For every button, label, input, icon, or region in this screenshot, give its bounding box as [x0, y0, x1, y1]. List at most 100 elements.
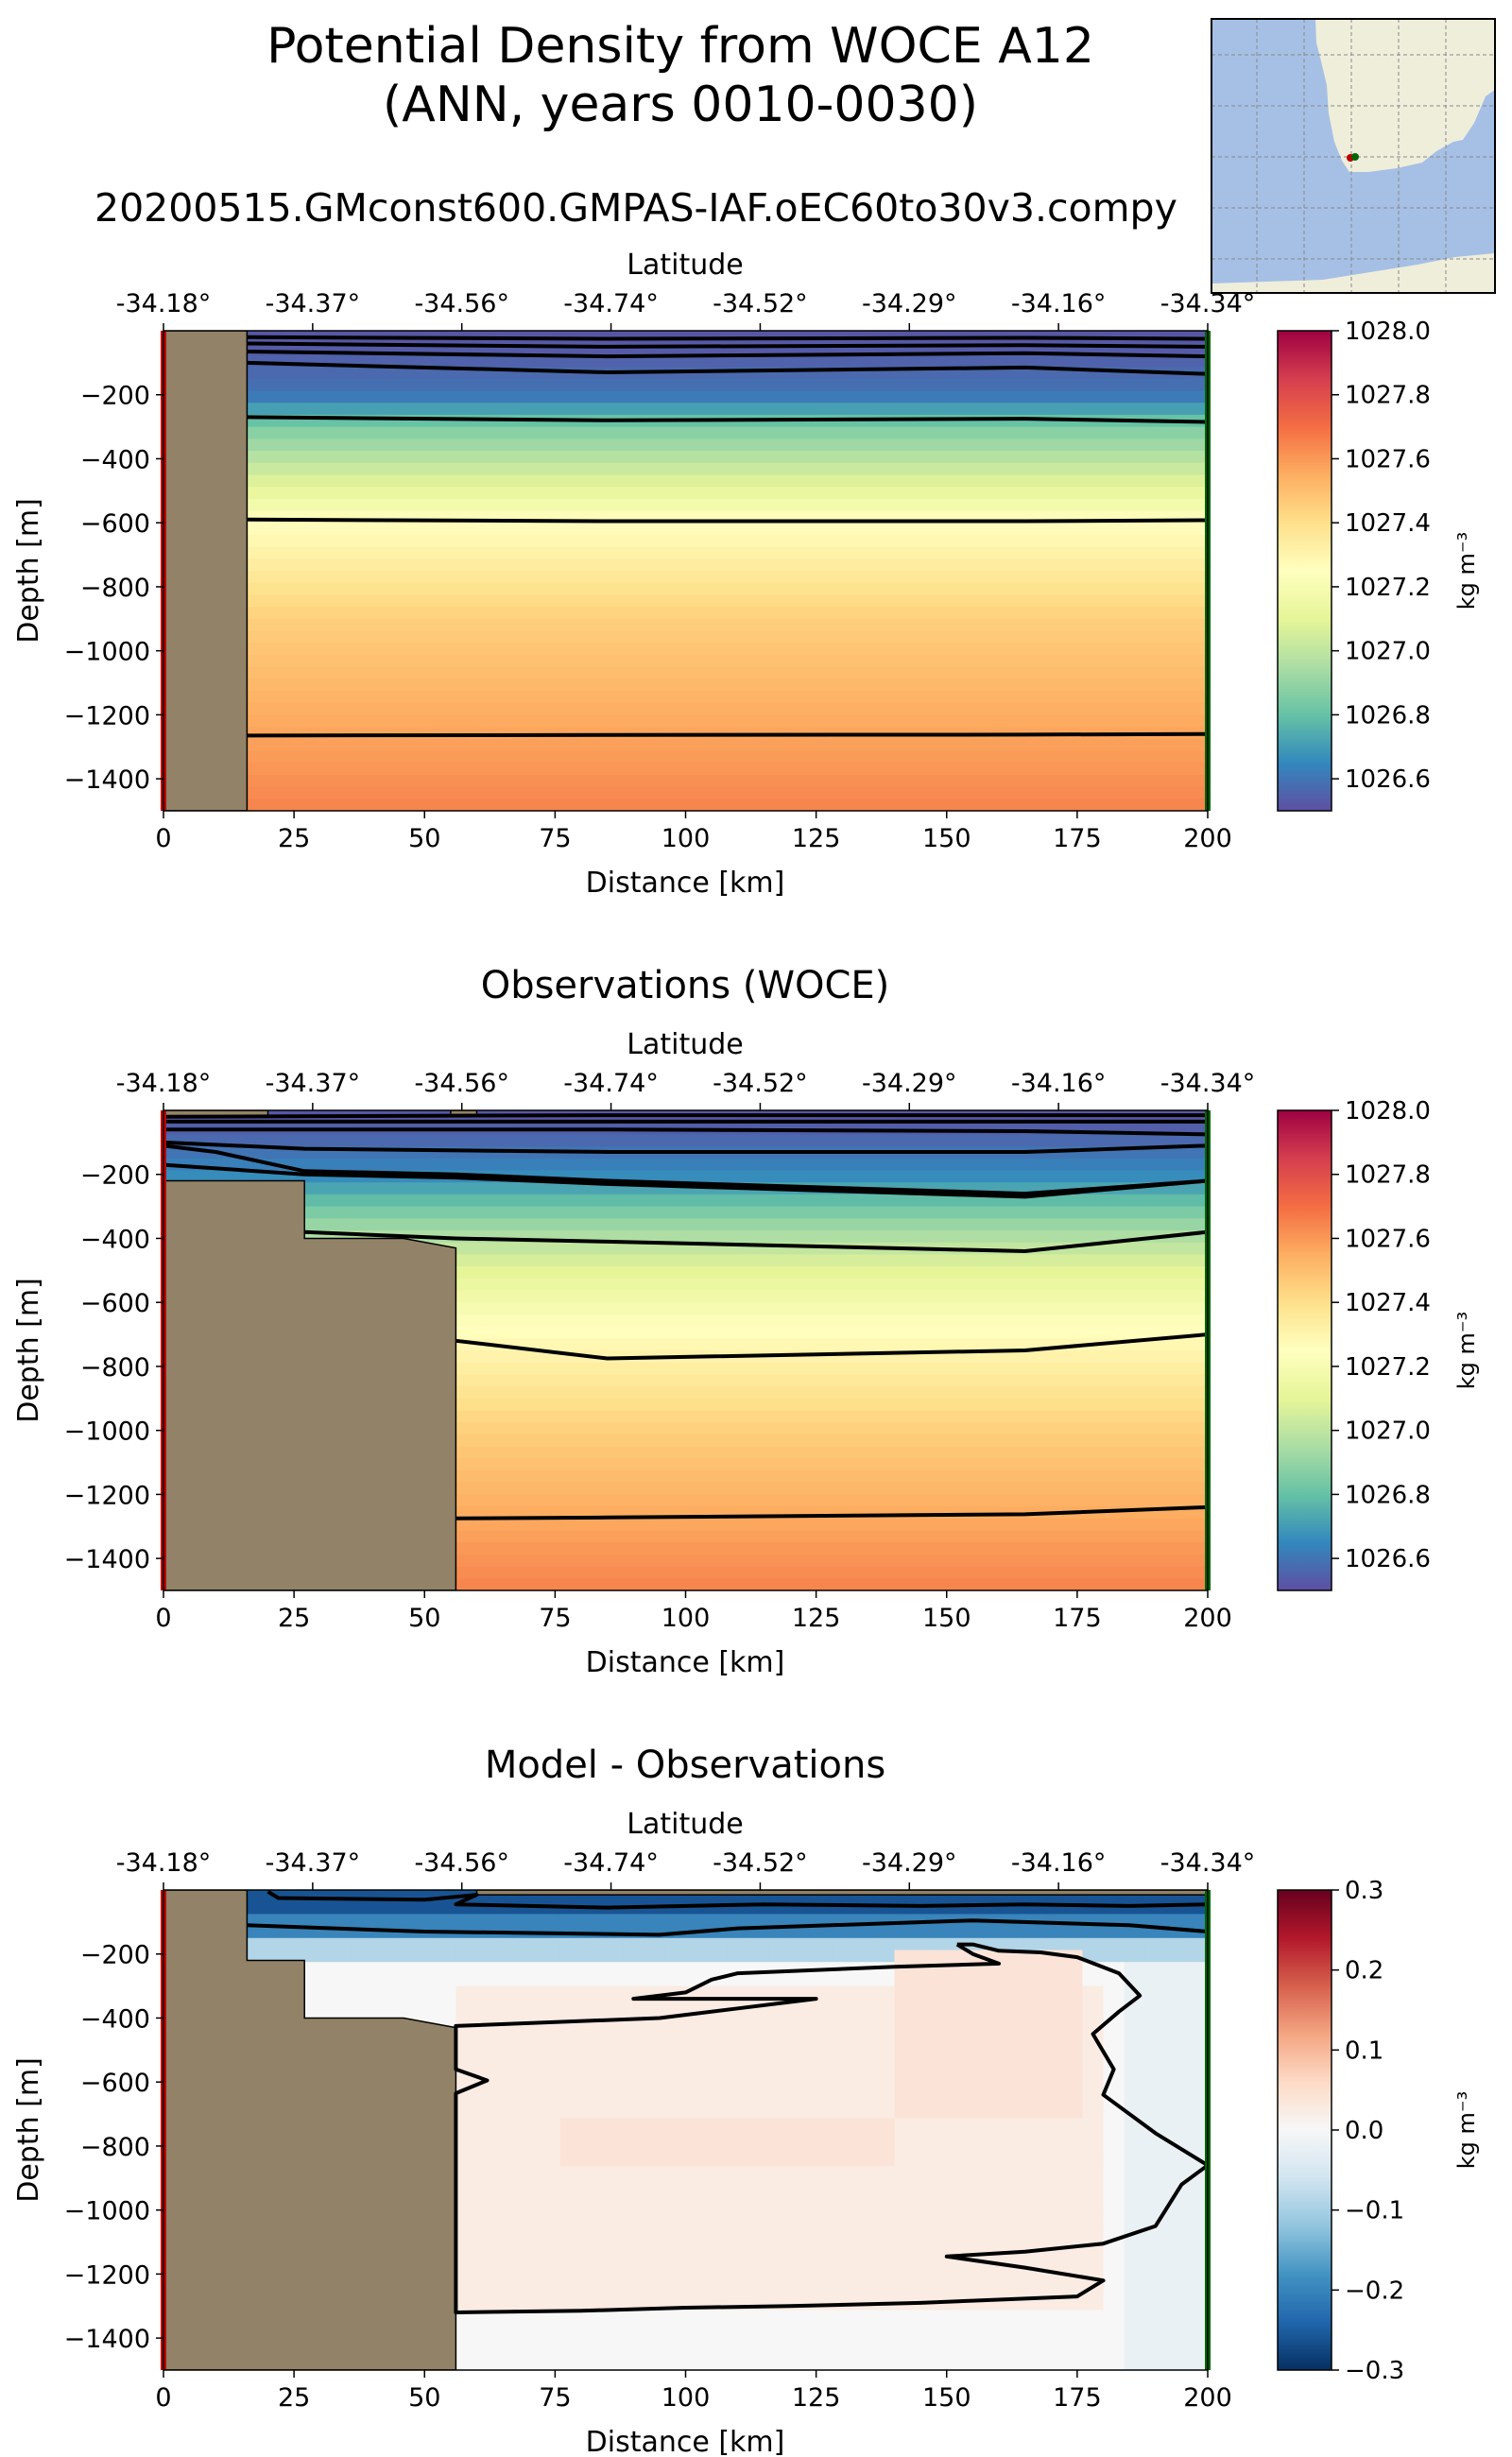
heatmap-cell — [497, 2166, 520, 2179]
heatmap-cell — [1165, 1998, 1188, 2011]
heatmap-cell — [559, 2082, 582, 2095]
colorbar-tick-label: −0.1 — [1345, 2197, 1404, 2225]
heatmap-cell — [518, 1998, 541, 2011]
heatmap-cell — [163, 378, 1208, 392]
heatmap-cell — [936, 2070, 958, 2083]
heatmap-cell — [581, 1937, 603, 1951]
heatmap-cell — [1186, 2082, 1208, 2095]
heatmap-cell — [518, 2141, 541, 2155]
heatmap-cell — [894, 2034, 917, 2047]
y-tick-label: −400 — [80, 445, 150, 474]
heatmap-cell — [790, 1973, 812, 1987]
heatmap-cell — [790, 2310, 812, 2323]
heatmap-cell — [1103, 2141, 1125, 2155]
heatmap-cell — [1186, 2021, 1208, 2035]
heatmap-cell — [977, 2021, 1000, 2035]
heatmap-cell — [852, 2286, 874, 2299]
heatmap-cell — [163, 426, 1208, 439]
colorbar-label: kg m⁻³ — [1453, 2091, 1480, 2169]
colorbar-tick-label: 1027.0 — [1345, 638, 1431, 666]
heatmap-cell — [372, 1973, 394, 1987]
heatmap-cell — [581, 2070, 603, 2083]
heatmap-cell — [372, 1950, 394, 1963]
heatmap-cell — [309, 1914, 332, 1927]
heatmap-cell — [247, 1890, 269, 1903]
heatmap-cell — [602, 2093, 624, 2107]
heatmap-cell — [1165, 1950, 1188, 1963]
heatmap-cell — [790, 2274, 812, 2287]
heatmap-cell — [1165, 2082, 1188, 2095]
heatmap-cell — [518, 2010, 541, 2023]
heatmap-cell — [894, 2213, 917, 2227]
heatmap-cell — [497, 1998, 520, 2011]
heatmap-cell — [1144, 1998, 1167, 2011]
x-tick-label: 125 — [792, 2383, 841, 2413]
heatmap-cell — [852, 2213, 874, 2227]
heatmap-cell — [811, 2034, 833, 2047]
heatmap-cell — [977, 2034, 1000, 2047]
heatmap-cell — [727, 2213, 749, 2227]
top-axis-label: Latitude — [627, 1028, 743, 1061]
heatmap-cell — [518, 2297, 541, 2311]
heatmap-cell — [414, 1985, 436, 1999]
lat-tick-label: -34.29° — [862, 289, 957, 318]
heatmap-cell — [1061, 1998, 1083, 2011]
x-tick-label: 75 — [539, 824, 571, 853]
heatmap-cell — [727, 1950, 749, 1963]
heatmap-cells — [163, 331, 1208, 811]
heatmap-cell — [518, 2345, 541, 2359]
heatmap-cell — [727, 2093, 749, 2107]
heatmap-cell — [790, 2093, 812, 2107]
heatmap-cell — [518, 2034, 541, 2047]
heatmap-cell — [623, 2021, 644, 2035]
heatmap-cell — [852, 2070, 874, 2083]
heatmap-cell — [1124, 1926, 1146, 1939]
heatmap-cell — [811, 2105, 833, 2119]
heatmap-cell — [581, 1985, 603, 1999]
heatmap-cell — [811, 2166, 833, 2179]
heatmap-cell — [623, 2225, 644, 2239]
heatmap-cell — [1165, 2177, 1188, 2191]
heatmap-cell — [1061, 2297, 1083, 2311]
heatmap-cell — [414, 1950, 436, 1963]
heatmap-cell — [852, 2310, 874, 2323]
heatmap-cell — [518, 2046, 541, 2059]
heatmap-cell — [1061, 2333, 1083, 2347]
x-tick-label: 175 — [1053, 1604, 1102, 1633]
colorbar-tick-label: −0.2 — [1345, 2277, 1404, 2305]
heatmap-cell — [956, 2130, 979, 2143]
heatmap-cell — [309, 1950, 332, 1963]
heatmap-cell — [832, 2322, 853, 2335]
heatmap-cell — [559, 2310, 582, 2323]
heatmap-cell — [1144, 2177, 1167, 2191]
heatmap-cell — [873, 1998, 896, 2011]
heatmap-cell — [623, 2202, 644, 2215]
heatmap-cell — [706, 2141, 729, 2155]
heatmap-cell — [1082, 2057, 1105, 2071]
heatmap-cell — [602, 2082, 624, 2095]
heatmap-cell — [414, 1914, 436, 1927]
heatmap-cell — [1061, 1985, 1083, 1999]
heatmap-cell — [664, 2322, 687, 2335]
heatmap-cell — [330, 1937, 352, 1951]
heatmap-cell — [915, 2082, 937, 2095]
heatmap-cell — [915, 2105, 937, 2119]
x-tick-label: 125 — [792, 824, 841, 853]
heatmap-cell — [936, 2130, 958, 2143]
heatmap-cell — [727, 2345, 749, 2359]
heatmap-cell — [811, 2177, 833, 2191]
heatmap-cell — [476, 2093, 499, 2107]
heatmap-cell — [894, 2274, 917, 2287]
heatmap-cell — [414, 1937, 436, 1951]
heatmap-cell — [852, 1998, 874, 2011]
heatmap-cell — [1103, 2333, 1125, 2347]
heatmap-cell — [747, 2166, 770, 2179]
heatmap-cell — [559, 1914, 582, 1927]
heatmap-cell — [497, 2070, 520, 2083]
lat-tick-label: -34.18° — [116, 1069, 212, 1098]
lat-tick-label: -34.52° — [713, 1069, 808, 1098]
heatmap-cell — [1103, 2213, 1125, 2227]
y-tick-label: −600 — [80, 2069, 150, 2098]
heatmap-cell — [915, 2261, 937, 2275]
heatmap-cell — [790, 2046, 812, 2059]
